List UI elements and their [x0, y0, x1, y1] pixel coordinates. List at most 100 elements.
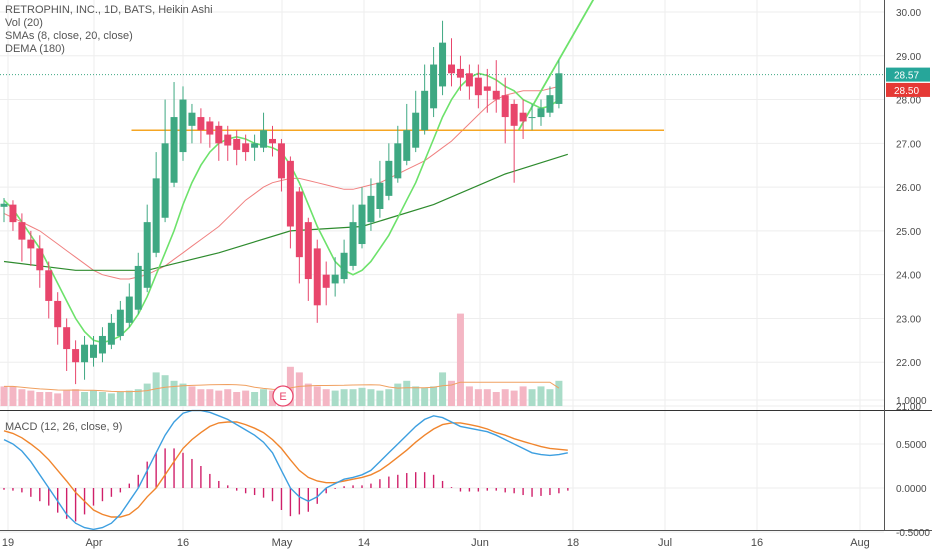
time-tick-label: Aug [850, 537, 870, 549]
volume-bar [161, 375, 169, 406]
candle-body [483, 86, 491, 91]
volume-bar [474, 389, 482, 406]
candle-body [385, 160, 393, 196]
volume-bar [170, 380, 178, 406]
volume-bar [519, 386, 527, 406]
volume-bar [98, 392, 106, 406]
volume-bar [483, 389, 491, 406]
legend-vol[interactable]: Vol (20) [5, 17, 43, 29]
volume-bar [439, 372, 447, 406]
volume-bar [492, 392, 500, 406]
volume-bar [555, 380, 563, 406]
volume-bar [313, 386, 321, 406]
volume-bar [269, 390, 276, 406]
candle-body [18, 222, 26, 240]
candle-body [72, 349, 80, 363]
candle-body [81, 344, 89, 363]
last-price-label: 28.57 [894, 71, 919, 82]
legend-smas[interactable]: SMAs (8, close, 20, close) [5, 30, 133, 42]
candle-body [421, 90, 429, 131]
candle-body [224, 134, 232, 146]
candle-body [90, 344, 97, 358]
candle-body [242, 143, 250, 153]
volume-bar [63, 390, 71, 406]
candle-body [555, 73, 563, 104]
candle-body [277, 143, 285, 179]
candle-body [456, 68, 464, 78]
dema-line [3, 153, 568, 271]
price-tick-label: 27.00 [896, 139, 921, 150]
time-tick-label: 16 [177, 537, 189, 549]
volume-bar [465, 386, 473, 406]
candle-body [54, 300, 62, 328]
volume-bar [54, 393, 62, 406]
candle-body [63, 327, 71, 350]
volume-bar [260, 389, 268, 406]
price-tick-label: 28.00 [896, 96, 921, 107]
volume-bar [546, 389, 554, 406]
candle-body [116, 309, 124, 336]
candle-body [492, 90, 500, 100]
macd-signal-line [3, 421, 568, 518]
volume-bar [18, 389, 26, 406]
volume-bar [81, 392, 89, 406]
volume-bar [331, 390, 339, 406]
candle-body [465, 73, 473, 87]
candle-body [251, 143, 259, 148]
sma-price-badge [886, 82, 930, 97]
candle-body [179, 99, 187, 153]
volume-bar [421, 387, 429, 406]
legend-macd[interactable]: MACD (12, 26, close, 9) [5, 421, 123, 433]
volume-bar [143, 383, 151, 406]
chart-title[interactable]: RETROPHIN, INC., 1D, BATS, Heikin Ashi [5, 4, 213, 16]
candle-body [170, 117, 178, 183]
candle-body [27, 239, 35, 249]
candle-body [367, 195, 375, 223]
candle-body [233, 138, 241, 150]
legend-dema[interactable]: DEMA (180) [5, 43, 65, 55]
candle-body [260, 130, 268, 148]
candle-body [0, 203, 8, 207]
volume-bar [528, 389, 536, 406]
volume-bar [107, 393, 115, 406]
candle-body [528, 117, 536, 119]
volume-bar [242, 390, 250, 406]
candle-body [269, 138, 276, 144]
macd-pane [3, 409, 569, 531]
candle-body [394, 143, 402, 179]
candle-body [322, 274, 330, 288]
candle-body [439, 42, 447, 87]
candle-body [519, 112, 527, 122]
time-tick-label: 16 [751, 537, 763, 549]
last-price-badge [886, 67, 930, 82]
candlesticks[interactable] [0, 20, 563, 385]
candle-body [125, 296, 133, 323]
volume-bar [385, 389, 393, 406]
sma-price-label: 28.50 [894, 86, 919, 97]
volume-bar [295, 372, 303, 406]
volume-bar [233, 392, 241, 406]
price-tick-label: 21.00 [896, 402, 921, 413]
candle-body [403, 130, 411, 161]
volume-bar [251, 392, 259, 406]
volume-bar [134, 389, 142, 406]
candle-body [152, 178, 160, 253]
time-tick-label: 14 [358, 537, 370, 549]
candle-body [188, 112, 196, 126]
macd-tick-label: 1.0000 [896, 396, 927, 407]
price-tick-label: 29.00 [896, 52, 921, 63]
price-tick-label: 30.00 [896, 8, 921, 19]
time-tick-label: May [272, 537, 293, 549]
candle-body [448, 64, 455, 74]
candle-body [143, 222, 151, 288]
trend-line [517, 0, 595, 131]
time-tick-label: 19 [2, 537, 14, 549]
candle-body [510, 103, 518, 126]
candle-body [45, 270, 53, 301]
volume-bar [412, 386, 420, 406]
price-tick-label: 24.00 [896, 271, 921, 282]
candle-body [134, 265, 142, 310]
candle-body [206, 121, 214, 135]
